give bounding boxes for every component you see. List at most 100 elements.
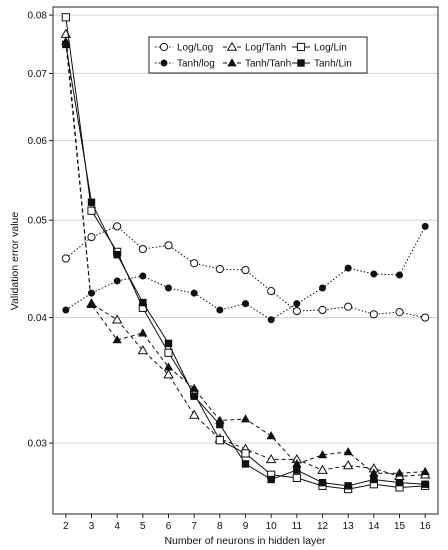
data-point xyxy=(87,232,96,242)
series-tanh-tanh xyxy=(61,36,430,477)
x-tick-label: 10 xyxy=(266,521,278,532)
legend-box xyxy=(148,36,368,74)
data-point xyxy=(164,348,173,357)
legend-label: Tanh/Lin xyxy=(314,59,352,70)
data-point xyxy=(137,344,149,355)
data-point xyxy=(113,250,121,259)
data-point xyxy=(215,436,224,445)
legend-label: Tanh/log xyxy=(177,59,215,70)
x-tick-label: 6 xyxy=(166,521,172,532)
y-tick-label: 0.05 xyxy=(28,216,48,227)
data-point xyxy=(62,40,70,49)
data-point xyxy=(164,241,173,250)
data-point xyxy=(190,392,198,400)
data-point xyxy=(395,308,404,317)
data-point xyxy=(420,466,430,475)
legend-entry: Tanh/Tanh xyxy=(223,58,291,70)
data-point xyxy=(344,302,353,311)
data-point xyxy=(267,316,275,324)
y-tick-label: 0.06 xyxy=(28,136,48,147)
data-point xyxy=(139,272,147,280)
data-point xyxy=(111,314,123,324)
data-point xyxy=(394,468,405,477)
x-tick-label: 4 xyxy=(114,521,120,532)
x-tick-label: 9 xyxy=(243,521,249,532)
data-point xyxy=(293,300,301,308)
x-tick-label: 14 xyxy=(368,521,380,532)
y-tick-label: 0.07 xyxy=(28,69,48,80)
data-point xyxy=(138,244,147,254)
data-point xyxy=(342,460,354,470)
x-axis-title: Number of neurons in hidden layer xyxy=(164,535,326,547)
data-point xyxy=(344,264,352,272)
series-log-log xyxy=(61,222,430,322)
data-point xyxy=(113,222,122,231)
data-point xyxy=(241,265,250,275)
data-point xyxy=(215,264,224,274)
plot-frame xyxy=(52,6,439,515)
legend-label: Log/Tanh xyxy=(245,43,286,54)
data-point xyxy=(164,339,173,348)
legend-marker xyxy=(297,59,305,67)
y-tick-label: 0.04 xyxy=(28,313,48,324)
data-point xyxy=(317,450,328,459)
data-point xyxy=(266,431,276,440)
data-point xyxy=(344,482,352,490)
data-point xyxy=(421,313,430,322)
series-log-tanh xyxy=(60,28,431,481)
data-point xyxy=(216,420,224,429)
x-tick-label: 5 xyxy=(140,521,146,532)
x-tick-label: 3 xyxy=(89,521,95,532)
legend-entry: Tanh/Lin xyxy=(292,59,352,70)
grid xyxy=(53,14,438,444)
data-point xyxy=(113,277,121,285)
data-point xyxy=(267,287,276,296)
data-point xyxy=(61,13,70,22)
legend-marker xyxy=(159,42,169,52)
data-point xyxy=(163,369,174,379)
legend-entry: Log/Log xyxy=(155,43,213,54)
data-point xyxy=(369,310,378,319)
x-tick-label: 2 xyxy=(63,521,69,532)
x-tick-label: 7 xyxy=(191,521,197,532)
legend-entry: Log/Lin xyxy=(292,43,347,54)
data-point xyxy=(86,299,97,309)
data-point xyxy=(61,254,70,263)
x-tick-label: 12 xyxy=(317,521,329,532)
data-point xyxy=(242,300,249,308)
data-point xyxy=(396,271,403,279)
legend-marker xyxy=(160,59,168,67)
data-point xyxy=(189,383,199,392)
data-point xyxy=(267,475,275,484)
data-point xyxy=(265,453,277,464)
data-point xyxy=(188,409,200,419)
legend-marker xyxy=(227,58,237,67)
data-point xyxy=(60,28,72,38)
x-tick-label: 8 xyxy=(217,521,223,532)
x-tick-label: 15 xyxy=(394,521,406,532)
data-point xyxy=(319,284,326,292)
legend-label: Log/Lin xyxy=(314,43,347,54)
legend: Log/Log Log/Tanh Log/Lin Tanh/log Tanh/Tanh T… xyxy=(148,36,368,74)
data-point xyxy=(241,460,250,468)
x-tick-label: 16 xyxy=(420,521,432,532)
data-point xyxy=(343,447,353,456)
data-point xyxy=(318,305,327,315)
data-point xyxy=(88,289,95,297)
legend-label: Log/Log xyxy=(177,43,213,54)
legend-marker xyxy=(226,41,238,51)
data-point xyxy=(318,478,327,487)
x-tick-label: 11 xyxy=(292,521,303,532)
data-point xyxy=(370,475,378,484)
data-point xyxy=(292,306,301,316)
data-point xyxy=(216,306,224,314)
data-point xyxy=(190,289,198,297)
legend-entry: Log/Tanh xyxy=(223,41,286,54)
data-point xyxy=(62,306,70,314)
data-point xyxy=(421,480,429,488)
data-point xyxy=(112,335,122,344)
data-point xyxy=(138,328,148,337)
data-point xyxy=(292,473,301,482)
data-point xyxy=(190,259,199,268)
legend-entry: Tanh/log xyxy=(155,59,215,70)
